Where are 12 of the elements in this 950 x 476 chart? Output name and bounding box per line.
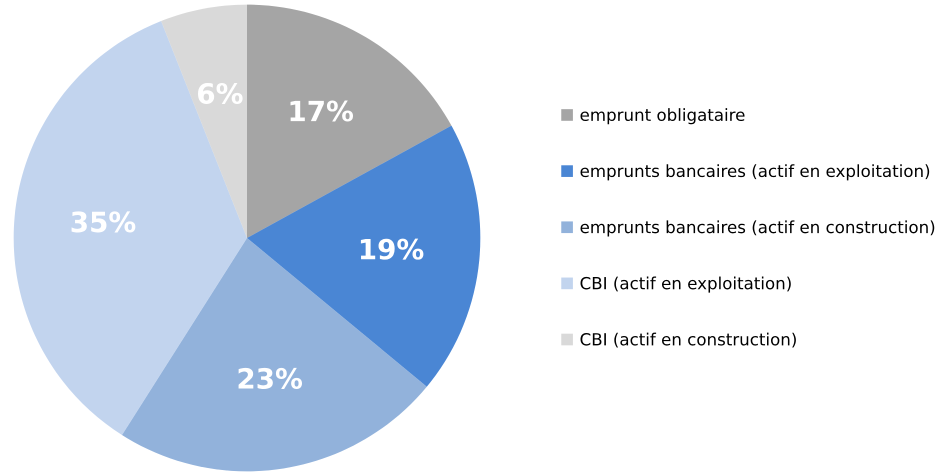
legend-label: CBI (actif en exploitation): [580, 276, 791, 293]
pie-slice: [247, 4, 452, 238]
data-label: 17%: [290, 100, 353, 122]
data-label: 35%: [72, 211, 136, 232]
legend-label: emprunt obligataire: [580, 108, 745, 124]
legend-label: emprunts bancaires (actif en exploitation): [580, 164, 930, 180]
legend-label: emprunts bancaires (actif en construction): [580, 220, 934, 237]
pie-slice: [161, 4, 247, 238]
pie-slice: [122, 238, 427, 472]
legend-label: CBI (actif en construction): [580, 332, 796, 348]
data-label: 23%: [238, 368, 302, 389]
data-label: 19%: [360, 238, 424, 260]
